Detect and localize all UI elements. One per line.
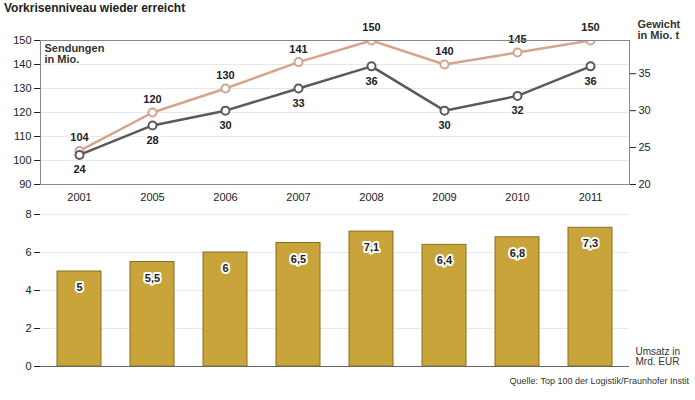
svg-text:6: 6 xyxy=(222,262,228,274)
svg-text:36: 36 xyxy=(584,75,596,87)
svg-text:25: 25 xyxy=(639,141,651,153)
svg-text:2008: 2008 xyxy=(359,191,383,203)
svg-text:8: 8 xyxy=(25,208,31,220)
svg-text:2: 2 xyxy=(25,322,31,334)
svg-text:7,1: 7,1 xyxy=(364,241,379,253)
svg-text:30: 30 xyxy=(438,119,450,131)
svg-text:100: 100 xyxy=(13,154,31,166)
svg-text:30: 30 xyxy=(219,119,231,131)
svg-text:0: 0 xyxy=(25,360,31,372)
svg-text:6,5: 6,5 xyxy=(291,253,306,265)
svg-text:7,3: 7,3 xyxy=(583,237,598,249)
svg-text:32: 32 xyxy=(511,104,523,116)
svg-text:5: 5 xyxy=(76,281,82,293)
svg-text:33: 33 xyxy=(292,97,304,109)
svg-text:120: 120 xyxy=(143,93,161,105)
svg-text:150: 150 xyxy=(362,21,380,33)
svg-text:28: 28 xyxy=(146,134,158,146)
svg-text:140: 140 xyxy=(435,45,453,57)
svg-text:130: 130 xyxy=(216,69,234,81)
svg-text:2006: 2006 xyxy=(213,191,237,203)
html-text:Quelle: Top 100 der Logistik/F: Quelle: Top 100 der Logistik/Fraunhofer … xyxy=(509,376,689,386)
svg-text:2009: 2009 xyxy=(432,191,456,203)
svg-text:4: 4 xyxy=(25,284,31,296)
svg-text:90: 90 xyxy=(19,178,31,190)
svg-text:145: 145 xyxy=(508,33,526,45)
svg-text:150: 150 xyxy=(581,21,599,33)
svg-text:141: 141 xyxy=(289,43,307,55)
svg-text:20: 20 xyxy=(639,178,651,190)
svg-text:140: 140 xyxy=(13,58,31,70)
svg-text:6,4: 6,4 xyxy=(437,254,453,266)
svg-text:104: 104 xyxy=(70,131,89,143)
svg-text:Sendungenin Mio.: Sendungenin Mio. xyxy=(45,42,105,65)
svg-text:35: 35 xyxy=(639,67,651,79)
svg-text:2005: 2005 xyxy=(140,191,164,203)
svg-text:6,8: 6,8 xyxy=(510,247,525,259)
svg-text:24: 24 xyxy=(73,163,86,175)
svg-text:2010: 2010 xyxy=(505,191,529,203)
svg-text:Gewichtin Mio. t: Gewichtin Mio. t xyxy=(638,18,681,41)
svg-text:2011: 2011 xyxy=(579,191,603,203)
svg-text:130: 130 xyxy=(13,82,31,94)
svg-text:2007: 2007 xyxy=(286,191,310,203)
svg-text:30: 30 xyxy=(639,104,651,116)
html-text:Vorkrisenniveau wieder erreich: Vorkrisenniveau wieder erreicht xyxy=(4,1,186,15)
svg-text:36: 36 xyxy=(365,75,377,87)
svg-text:Umsatz inMrd. EUR: Umsatz inMrd. EUR xyxy=(636,346,680,367)
svg-text:5,5: 5,5 xyxy=(145,272,160,284)
svg-text:2001: 2001 xyxy=(67,191,91,203)
svg-text:120: 120 xyxy=(13,106,31,118)
svg-text:110: 110 xyxy=(14,130,32,142)
svg-text:6: 6 xyxy=(25,246,31,258)
svg-text:150: 150 xyxy=(13,34,31,46)
